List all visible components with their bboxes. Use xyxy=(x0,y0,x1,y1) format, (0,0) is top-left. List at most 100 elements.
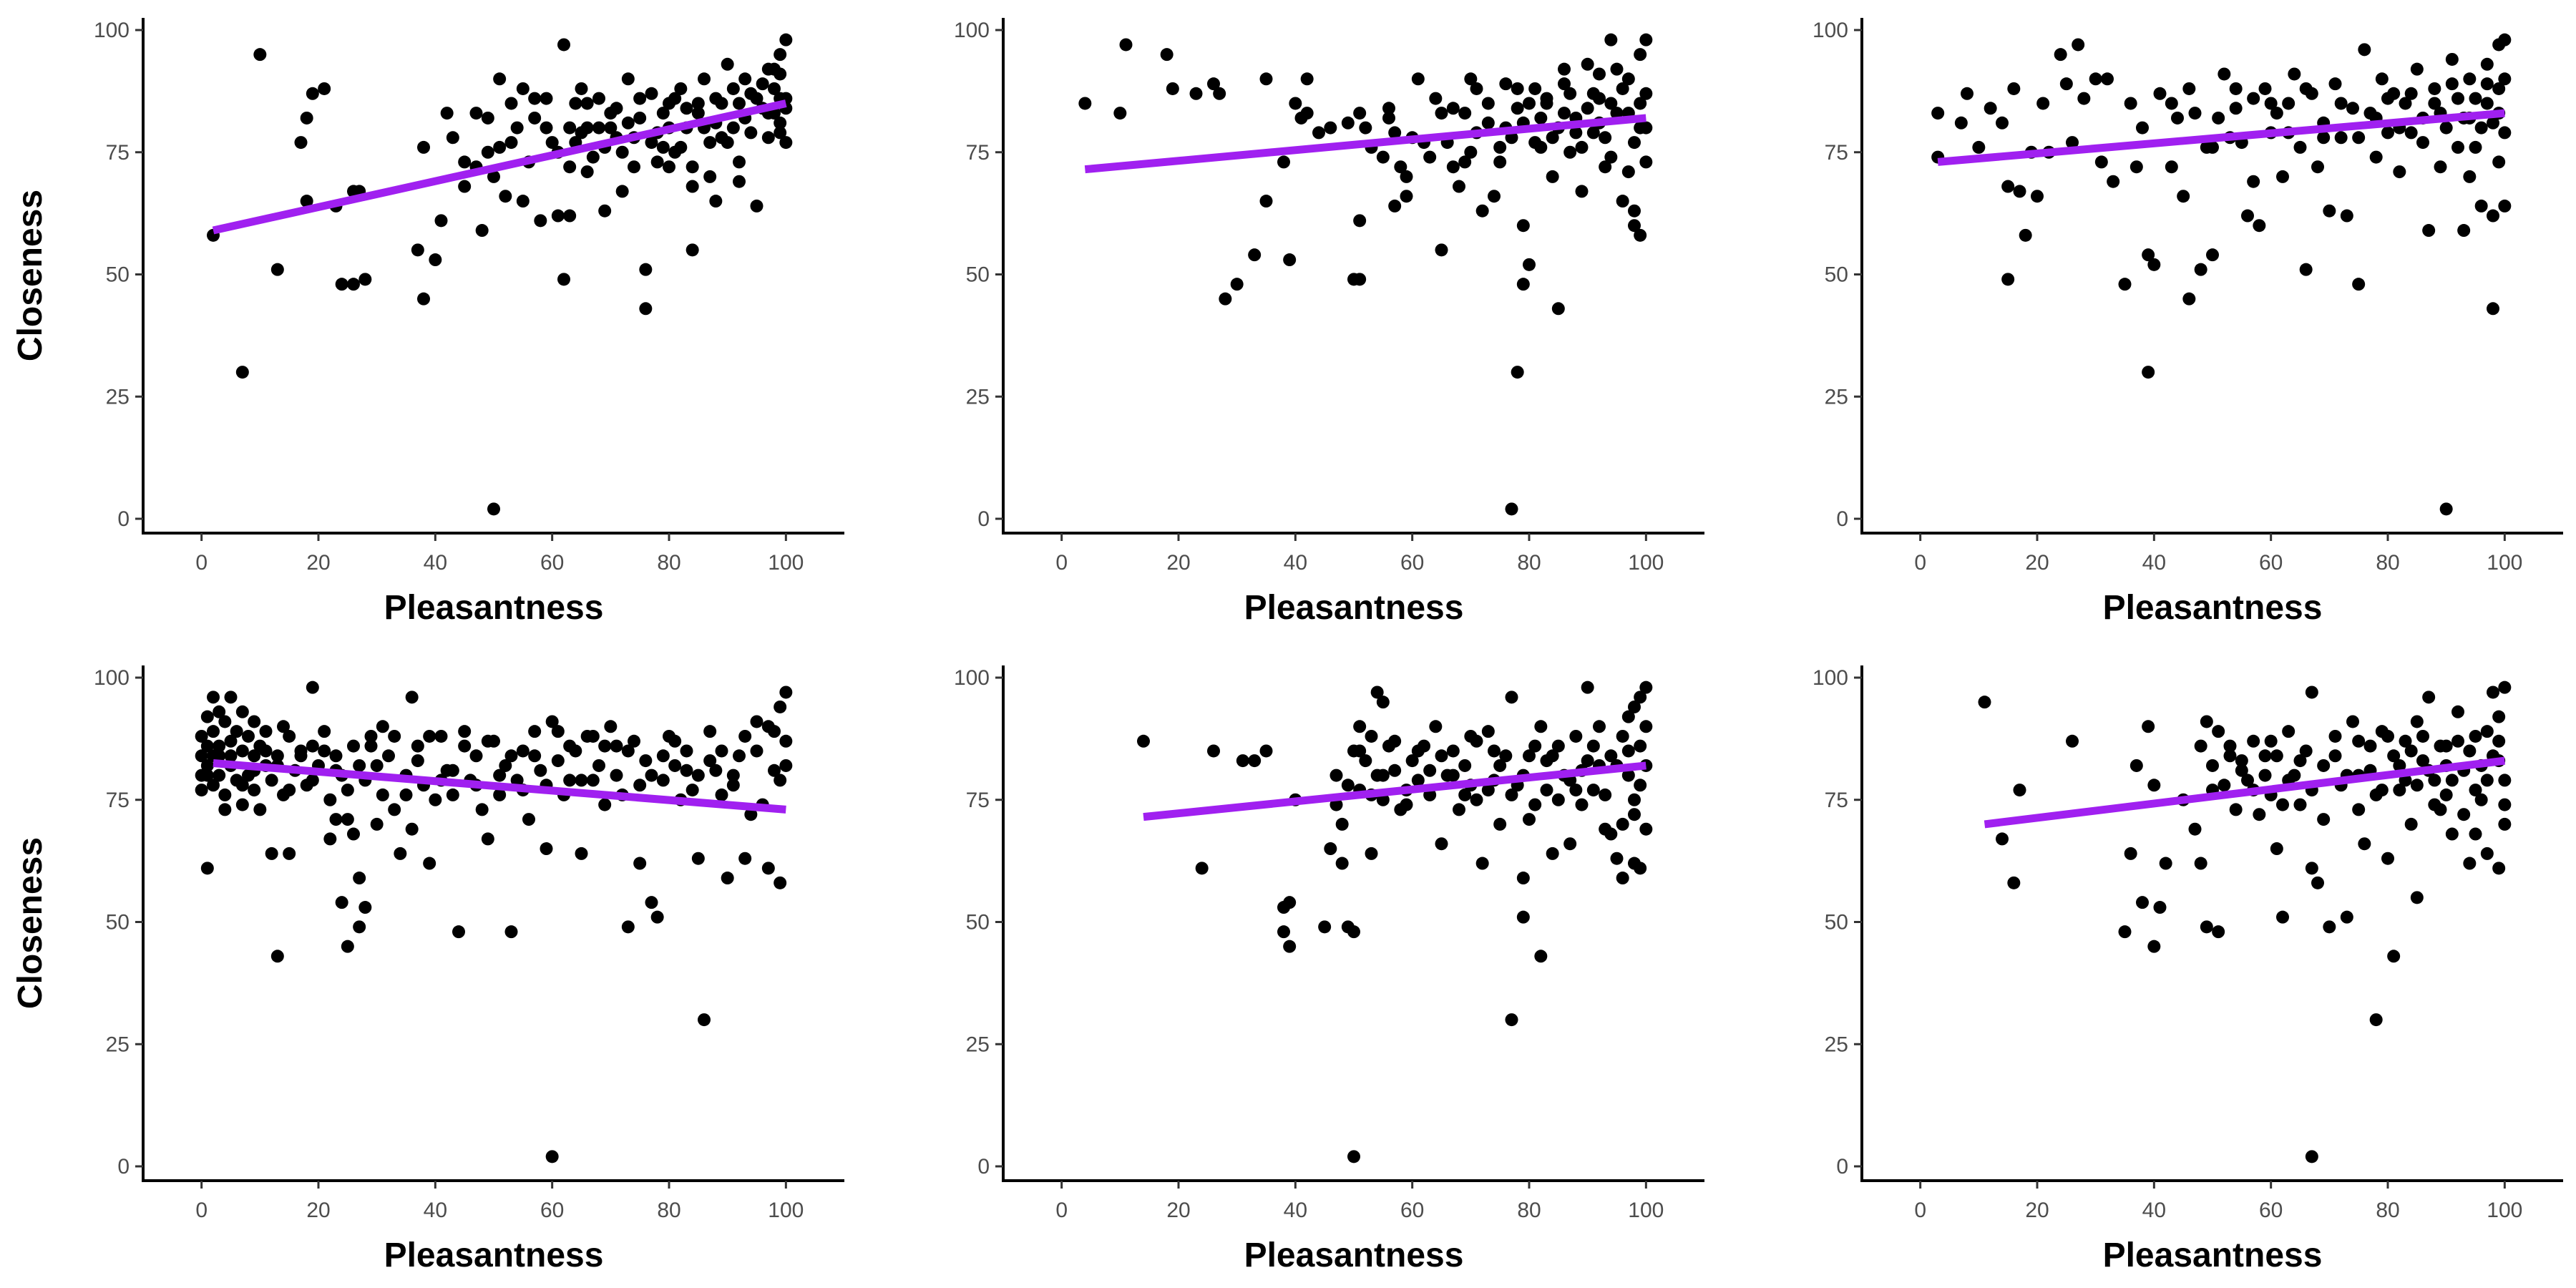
data-point xyxy=(575,82,588,95)
data-point xyxy=(399,788,413,801)
data-point xyxy=(2375,784,2389,797)
data-point xyxy=(2445,77,2459,91)
x-tick-label: 60 xyxy=(540,1199,564,1222)
data-point xyxy=(1446,769,1460,782)
data-point xyxy=(528,749,542,763)
data-point xyxy=(510,121,524,135)
data-point xyxy=(2352,734,2366,748)
data-point xyxy=(540,842,553,856)
data-point xyxy=(1475,857,1489,870)
data-point xyxy=(1347,925,1360,939)
data-point xyxy=(2136,121,2149,135)
data-point xyxy=(1551,302,1565,316)
data-point xyxy=(1353,744,1367,758)
y-tick-label: 25 xyxy=(1825,1033,1848,1056)
data-point xyxy=(779,758,793,772)
data-point xyxy=(1166,82,1179,95)
data-point xyxy=(195,749,208,763)
data-point xyxy=(1453,803,1465,816)
data-point xyxy=(1511,102,1524,115)
data-point xyxy=(207,725,220,738)
data-point xyxy=(1523,258,1536,271)
data-point xyxy=(2352,131,2366,145)
data-point xyxy=(1359,121,1372,135)
data-point xyxy=(2469,140,2482,154)
data-point xyxy=(645,87,658,100)
data-point xyxy=(1458,758,1472,772)
data-point xyxy=(2416,136,2429,150)
data-point xyxy=(2352,803,2366,816)
data-point xyxy=(1961,87,1974,100)
data-point xyxy=(738,852,752,865)
data-point xyxy=(1446,160,1460,174)
data-point xyxy=(1610,107,1624,120)
data-point xyxy=(703,170,717,183)
data-point xyxy=(2463,170,2477,183)
data-point xyxy=(446,763,459,777)
data-point xyxy=(329,813,343,826)
data-point xyxy=(680,744,693,758)
data-point xyxy=(411,739,424,753)
data-point xyxy=(2107,175,2120,188)
data-point xyxy=(2387,749,2401,763)
data-point xyxy=(1586,784,1600,797)
data-point xyxy=(2258,749,2272,763)
data-point xyxy=(1563,837,1577,851)
data-point xyxy=(686,180,699,193)
data-point xyxy=(2393,165,2406,179)
data-point xyxy=(2089,72,2102,86)
data-point xyxy=(347,739,360,753)
data-point xyxy=(265,847,278,860)
data-point xyxy=(1388,199,1402,213)
data-point xyxy=(2229,803,2243,816)
data-point xyxy=(1978,696,1991,709)
data-point xyxy=(2036,97,2050,110)
data-point xyxy=(1283,940,1297,953)
data-point xyxy=(2177,190,2190,203)
data-point xyxy=(563,121,577,135)
data-point xyxy=(446,131,459,145)
data-point xyxy=(1488,190,1501,203)
data-point xyxy=(1628,136,1641,150)
data-point xyxy=(2247,734,2260,748)
data-point xyxy=(1616,729,1629,743)
data-point xyxy=(394,847,407,860)
data-point xyxy=(446,788,459,801)
x-tick-label: 40 xyxy=(1284,1199,1307,1222)
x-tick-label: 0 xyxy=(195,1199,208,1222)
data-point xyxy=(604,121,618,135)
data-point xyxy=(633,92,647,105)
data-point xyxy=(388,803,401,816)
data-point xyxy=(1634,739,1647,753)
data-point xyxy=(1195,862,1209,875)
y-tick-label: 0 xyxy=(117,507,130,531)
data-point xyxy=(1569,784,1583,797)
data-point xyxy=(2019,228,2032,242)
data-point xyxy=(674,82,688,95)
data-point xyxy=(1634,691,1647,704)
data-point xyxy=(1639,33,1653,47)
data-point xyxy=(1464,145,1478,159)
data-point xyxy=(1289,97,1302,110)
data-point xyxy=(235,366,249,379)
data-point xyxy=(481,145,494,159)
data-point xyxy=(2404,817,2418,831)
data-point xyxy=(2393,784,2406,797)
points xyxy=(195,680,793,1163)
data-point xyxy=(709,92,723,105)
data-point xyxy=(434,729,448,743)
data-point xyxy=(2212,111,2225,125)
x-tick-label: 60 xyxy=(2259,551,2283,575)
panel-bottom-center: 0 25 50 75 100 0 20 40 60 80 100 Pleasantness xyxy=(954,665,1704,1274)
data-point xyxy=(1453,180,1465,193)
data-point xyxy=(1540,784,1553,797)
data-point xyxy=(2498,680,2512,694)
data-point xyxy=(230,725,243,738)
data-point xyxy=(2299,82,2313,95)
data-point xyxy=(1435,107,1448,120)
data-point xyxy=(1446,744,1460,758)
data-point xyxy=(2188,107,2202,120)
data-point xyxy=(2276,798,2289,811)
data-point xyxy=(2428,798,2441,811)
data-point xyxy=(516,195,530,208)
